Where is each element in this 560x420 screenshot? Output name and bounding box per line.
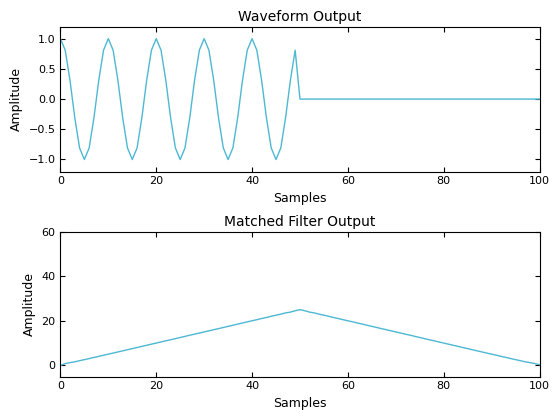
X-axis label: Samples: Samples xyxy=(273,192,326,205)
Y-axis label: Amplitude: Amplitude xyxy=(10,67,23,131)
Y-axis label: Amplitude: Amplitude xyxy=(23,272,36,336)
Title: Matched Filter Output: Matched Filter Output xyxy=(224,215,376,229)
Title: Waveform Output: Waveform Output xyxy=(238,10,362,24)
X-axis label: Samples: Samples xyxy=(273,397,326,410)
